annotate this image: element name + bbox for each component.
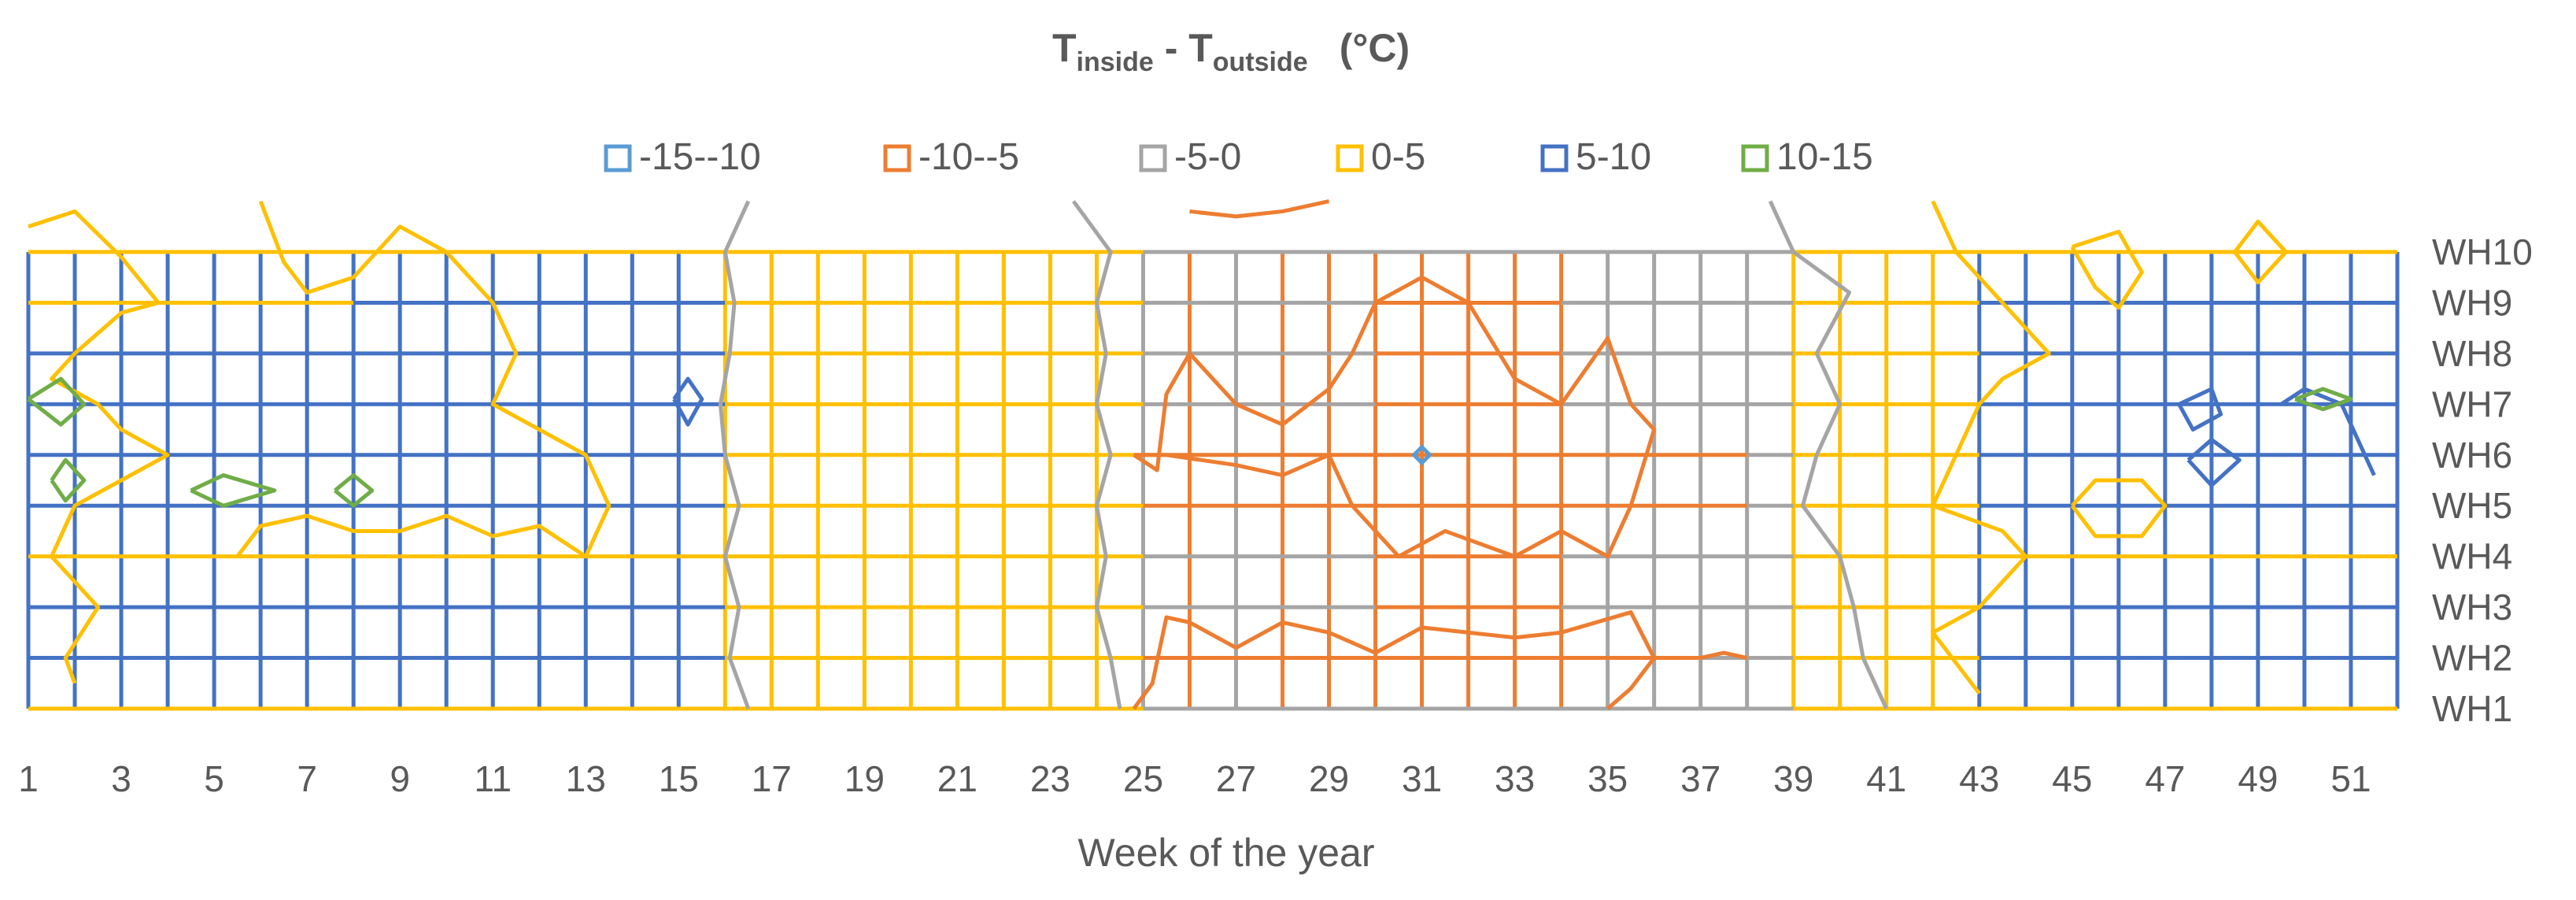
- legend-swatch: [1139, 144, 1167, 172]
- legend-label: -5-0: [1174, 136, 1241, 178]
- legend-item: -15--10: [604, 136, 761, 178]
- contour-yellow-2: [235, 200, 612, 559]
- contour-grey-mid: [1071, 200, 1122, 709]
- x-tick-label: 39: [1773, 758, 1813, 799]
- x-tick-label: 35: [1587, 758, 1628, 799]
- title-t-outside: T: [1188, 26, 1213, 70]
- title-t-inside: T: [1052, 26, 1077, 70]
- x-tick-label: 15: [659, 758, 699, 799]
- title-dash: -: [1154, 26, 1188, 70]
- contour-green-5: [2294, 387, 2353, 412]
- x-tick-label: 33: [1495, 758, 1535, 799]
- x-tick-label: 1: [18, 758, 39, 799]
- x-tick-label: 19: [844, 758, 885, 799]
- contour-green-3: [50, 457, 87, 503]
- legend-label: 10-15: [1776, 136, 1873, 178]
- legend-item: -10--5: [883, 136, 1019, 178]
- y-tick-label: WH9: [2432, 282, 2512, 323]
- legend-label: 5-10: [1576, 136, 1651, 178]
- y-tick-label: WH4: [2432, 536, 2512, 577]
- contour-blue-2: [2186, 437, 2242, 487]
- legend-item: 5-10: [1540, 136, 1651, 178]
- legend-swatch: [1741, 144, 1769, 172]
- contour-yellow-1: [28, 209, 170, 684]
- x-tick-label: 41: [1866, 758, 1906, 799]
- legend-item: -5-0: [1139, 136, 1241, 178]
- contour-green-2: [190, 473, 277, 508]
- x-tick-label: 17: [752, 758, 792, 799]
- x-tick-label: 23: [1030, 758, 1070, 799]
- contour-yellow-6: [2070, 478, 2168, 539]
- x-tick-label: 49: [2238, 758, 2278, 799]
- legend-label: 0-5: [1371, 136, 1425, 178]
- legend-swatch: [883, 144, 911, 172]
- plot-area: [26, 199, 2400, 711]
- x-tick-label: 7: [297, 758, 317, 799]
- contour-orange-bottom: [1132, 610, 1657, 710]
- contour-green-1: [27, 376, 87, 427]
- x-tick-label: 37: [1680, 758, 1720, 799]
- x-tick-label: 31: [1402, 758, 1442, 799]
- x-tick-label: 43: [1959, 758, 1999, 799]
- y-tick-label: WH7: [2432, 383, 2512, 424]
- x-tick-label: 47: [2145, 758, 2185, 799]
- chart-title: Tinside - Toutside (°C): [1052, 26, 1410, 77]
- title-unit: (°C): [1340, 26, 1410, 70]
- legend-swatch: [1540, 144, 1569, 172]
- contour-yellow-4: [2070, 229, 2144, 310]
- contour-blue-3: [2280, 387, 2376, 476]
- legend-item: 10-15: [1741, 136, 1873, 178]
- contour-lines: [27, 199, 2376, 710]
- contour-orange-top: [1189, 199, 1330, 219]
- y-axis-ticks: WH1 WH2 WH3 WH4 WH5 WH6 WH7 WH8 WH9 WH10: [2432, 231, 2533, 729]
- x-tick-label: 9: [390, 758, 410, 799]
- y-tick-label: WH6: [2432, 435, 2512, 476]
- x-tick-label: 25: [1123, 758, 1163, 799]
- x-tick-label: 13: [566, 758, 606, 799]
- contour-yellow-3: [1931, 200, 2051, 695]
- gridlines: [26, 250, 2400, 711]
- x-tick-label: 11: [474, 758, 512, 799]
- y-tick-label: WH3: [2432, 587, 2512, 628]
- x-tick-label: 3: [111, 758, 131, 799]
- contour-orange-spot: [1700, 650, 1748, 660]
- legend-label: -10--5: [918, 136, 1019, 178]
- x-tick-label: 27: [1216, 758, 1256, 799]
- x-axis-label: Week of the year: [1077, 831, 1374, 875]
- plot-background: [28, 252, 2397, 709]
- contour-green-4: [333, 473, 375, 508]
- y-tick-label: WH1: [2432, 688, 2512, 729]
- contour-grey-left: [718, 200, 751, 709]
- title-sub-inside: inside: [1077, 47, 1154, 77]
- y-tick-label: WH8: [2432, 333, 2512, 374]
- legend-swatch: [604, 144, 632, 172]
- contour-blue-4: [2177, 387, 2223, 432]
- legend-label: -15--10: [639, 136, 761, 178]
- cold-spot-marker: [1411, 444, 1433, 466]
- x-tick-label: 51: [2330, 758, 2371, 799]
- x-tick-label: 45: [2052, 758, 2092, 799]
- x-tick-label: 21: [937, 758, 978, 799]
- contour-blue-1: [672, 376, 704, 427]
- title-sub-outside: outside: [1213, 47, 1308, 77]
- x-axis-ticks: 1 3 5 7 9 11 13 15 17 19 21 23 25 27 29 31 33 35 37 39 41 43 4…: [18, 758, 2371, 799]
- y-tick-label: WH2: [2432, 638, 2512, 679]
- legend-item: 0-5: [1336, 136, 1425, 178]
- legend: -15--10 -10--5 -5-0 0-5 5-10 10-15: [604, 136, 1873, 178]
- contour-grey-right: [1768, 200, 1889, 710]
- y-tick-label: WH5: [2432, 485, 2512, 526]
- contour-yellow-5: [2233, 219, 2288, 285]
- legend-swatch: [1336, 144, 1364, 172]
- contour-orange: [1133, 275, 1657, 559]
- x-tick-label: 29: [1309, 758, 1349, 799]
- y-tick-label: WH10: [2432, 231, 2533, 272]
- x-tick-label: 5: [204, 758, 224, 799]
